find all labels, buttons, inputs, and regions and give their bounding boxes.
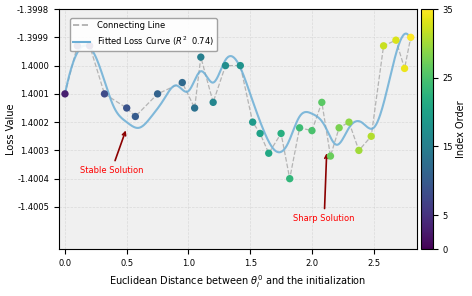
- Point: [407, 35, 414, 40]
- Point: [74, 44, 81, 48]
- Point: [286, 176, 294, 181]
- Point: [401, 66, 408, 71]
- Point: [249, 120, 256, 125]
- Point: [210, 100, 217, 105]
- Point: [154, 91, 161, 96]
- Y-axis label: Index Order: Index Order: [456, 100, 466, 158]
- Point: [318, 100, 326, 105]
- Point: [335, 126, 343, 130]
- Point: [178, 80, 186, 85]
- Point: [191, 106, 198, 110]
- Point: [236, 63, 244, 68]
- Point: [101, 91, 108, 96]
- Legend: Connecting Line, Fitted Loss Curve ($R^2$  0.74): Connecting Line, Fitted Loss Curve ($R^2…: [70, 18, 217, 51]
- Point: [123, 106, 130, 110]
- Point: [132, 114, 139, 119]
- Point: [222, 63, 229, 68]
- X-axis label: Euclidean Distance between $\theta_i^0$ and the initialization: Euclidean Distance between $\theta_i^0$ …: [110, 274, 366, 290]
- Point: [265, 151, 272, 156]
- Y-axis label: Loss Value: Loss Value: [6, 104, 16, 155]
- Point: [380, 44, 388, 48]
- Point: [345, 120, 353, 125]
- Point: [296, 126, 303, 130]
- Point: [256, 131, 264, 136]
- Point: [277, 131, 285, 136]
- Point: [367, 134, 375, 139]
- Point: [86, 44, 93, 48]
- Point: [197, 55, 204, 59]
- Text: Sharp Solution: Sharp Solution: [294, 155, 355, 223]
- Point: [392, 38, 400, 43]
- Point: [355, 148, 362, 153]
- Text: Stable Solution: Stable Solution: [80, 132, 143, 175]
- Point: [308, 128, 316, 133]
- Point: [327, 154, 334, 158]
- Point: [61, 91, 69, 96]
